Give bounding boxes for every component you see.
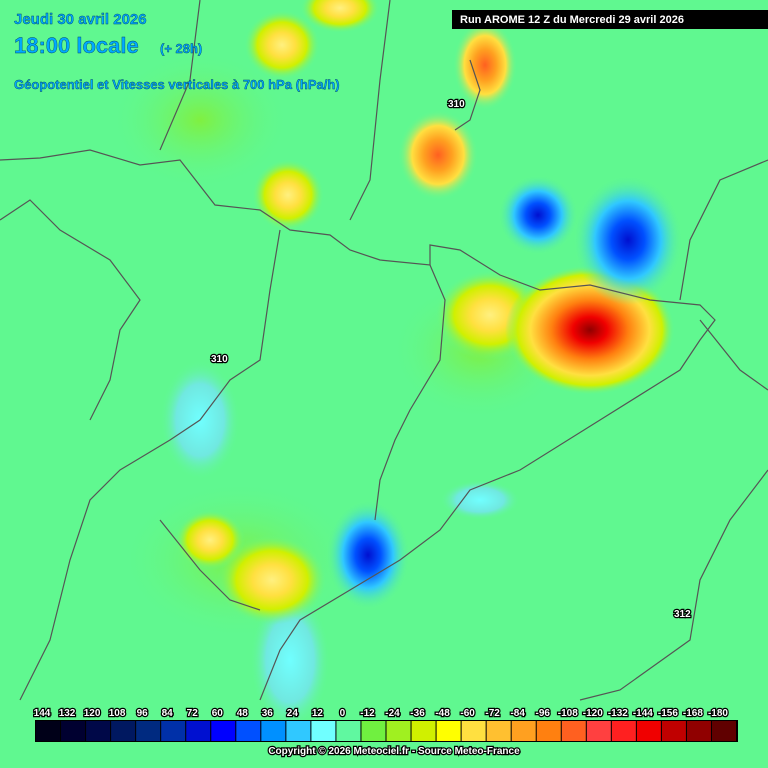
legend-swatch bbox=[261, 721, 286, 741]
legend-tick-label: 108 bbox=[109, 708, 126, 719]
run-box bbox=[452, 10, 768, 29]
legend-swatch bbox=[186, 721, 211, 741]
legend-tick-label: 96 bbox=[137, 708, 149, 719]
borders bbox=[0, 0, 768, 701]
legend-tick-label: 132 bbox=[59, 708, 76, 719]
legend-tick-label: 24 bbox=[287, 708, 299, 719]
legend-swatch bbox=[436, 721, 461, 741]
legend-swatch bbox=[661, 721, 686, 741]
legend-tick-label: -144 bbox=[633, 708, 653, 719]
legend-swatch bbox=[386, 721, 411, 741]
legend-tick-label: -48 bbox=[435, 708, 450, 719]
legend-swatch bbox=[611, 721, 636, 741]
legend-swatch bbox=[286, 721, 311, 741]
legend-tick-label: -120 bbox=[583, 708, 603, 719]
legend-tick-label: -156 bbox=[658, 708, 678, 719]
legend-swatch bbox=[336, 721, 361, 741]
legend-tick-label: -12 bbox=[360, 708, 375, 719]
legend-swatch bbox=[136, 721, 161, 741]
legend-swatch bbox=[61, 721, 86, 741]
legend-tick-label: -24 bbox=[385, 708, 400, 719]
legend-tick-label: 120 bbox=[84, 708, 101, 719]
legend-tick-label: 84 bbox=[162, 708, 174, 719]
legend-swatch bbox=[486, 721, 511, 741]
contour-label: 312 bbox=[674, 609, 691, 620]
legend-swatch bbox=[511, 721, 536, 741]
copyright: Copyright © 2026 Meteociel.fr - Source M… bbox=[268, 746, 520, 757]
legend-swatch bbox=[536, 721, 561, 741]
legend-tick-label: 144 bbox=[34, 708, 51, 719]
legend-swatch bbox=[86, 721, 111, 741]
legend-swatch bbox=[311, 721, 336, 741]
legend-tick-label: 60 bbox=[212, 708, 224, 719]
date: Jeudi 30 avril 2026 bbox=[14, 11, 147, 28]
legend-swatch bbox=[36, 721, 61, 741]
legend-swatch bbox=[586, 721, 611, 741]
legend-tick-label: -132 bbox=[608, 708, 628, 719]
legend-swatch bbox=[236, 721, 261, 741]
legend-swatch bbox=[561, 721, 586, 741]
field bbox=[110, 0, 683, 730]
legend-swatch bbox=[161, 721, 186, 741]
legend-tick-label: 0 bbox=[340, 708, 346, 719]
field-title: Géopotentiel et Vitesses verticales à 70… bbox=[14, 77, 340, 92]
legend-tick-label: -168 bbox=[683, 708, 703, 719]
legend-swatch bbox=[211, 721, 236, 741]
contour-labels: 310 310 312 bbox=[210, 98, 693, 622]
legend-tick-label: -96 bbox=[535, 708, 550, 719]
legend-tick-label: -36 bbox=[410, 708, 425, 719]
legend-swatch bbox=[711, 721, 736, 741]
legend-tick-label: -60 bbox=[460, 708, 475, 719]
legend-swatch bbox=[361, 721, 386, 741]
legend-swatch bbox=[111, 721, 136, 741]
legend-tick-label: 48 bbox=[237, 708, 249, 719]
legend-tick-label: -72 bbox=[485, 708, 500, 719]
legend-swatch bbox=[411, 721, 436, 741]
legend-swatch bbox=[636, 721, 661, 741]
legend: 144 132 120 108 96 84 72 60 48 36 24 12 0 -12 -24 -36 -4… bbox=[32, 707, 738, 742]
time: 18:00 locale bbox=[14, 33, 139, 58]
legend-swatch bbox=[461, 721, 486, 741]
legend-tick-label: 12 bbox=[312, 708, 324, 719]
offset: (+ 28h) bbox=[160, 41, 202, 56]
contour-label: 310 bbox=[211, 354, 228, 365]
legend-tick-label: 72 bbox=[187, 708, 199, 719]
legend-tick-label: -180 bbox=[708, 708, 728, 719]
run-label: Run AROME 12 Z du Mercredi 29 avril 2026 bbox=[460, 14, 684, 26]
contour-label: 310 bbox=[448, 99, 465, 110]
legend-tick-label: -108 bbox=[558, 708, 578, 719]
legend-tick-label: 36 bbox=[262, 708, 274, 719]
legend-tick-label: -84 bbox=[510, 708, 525, 719]
legend-swatch bbox=[686, 721, 711, 741]
